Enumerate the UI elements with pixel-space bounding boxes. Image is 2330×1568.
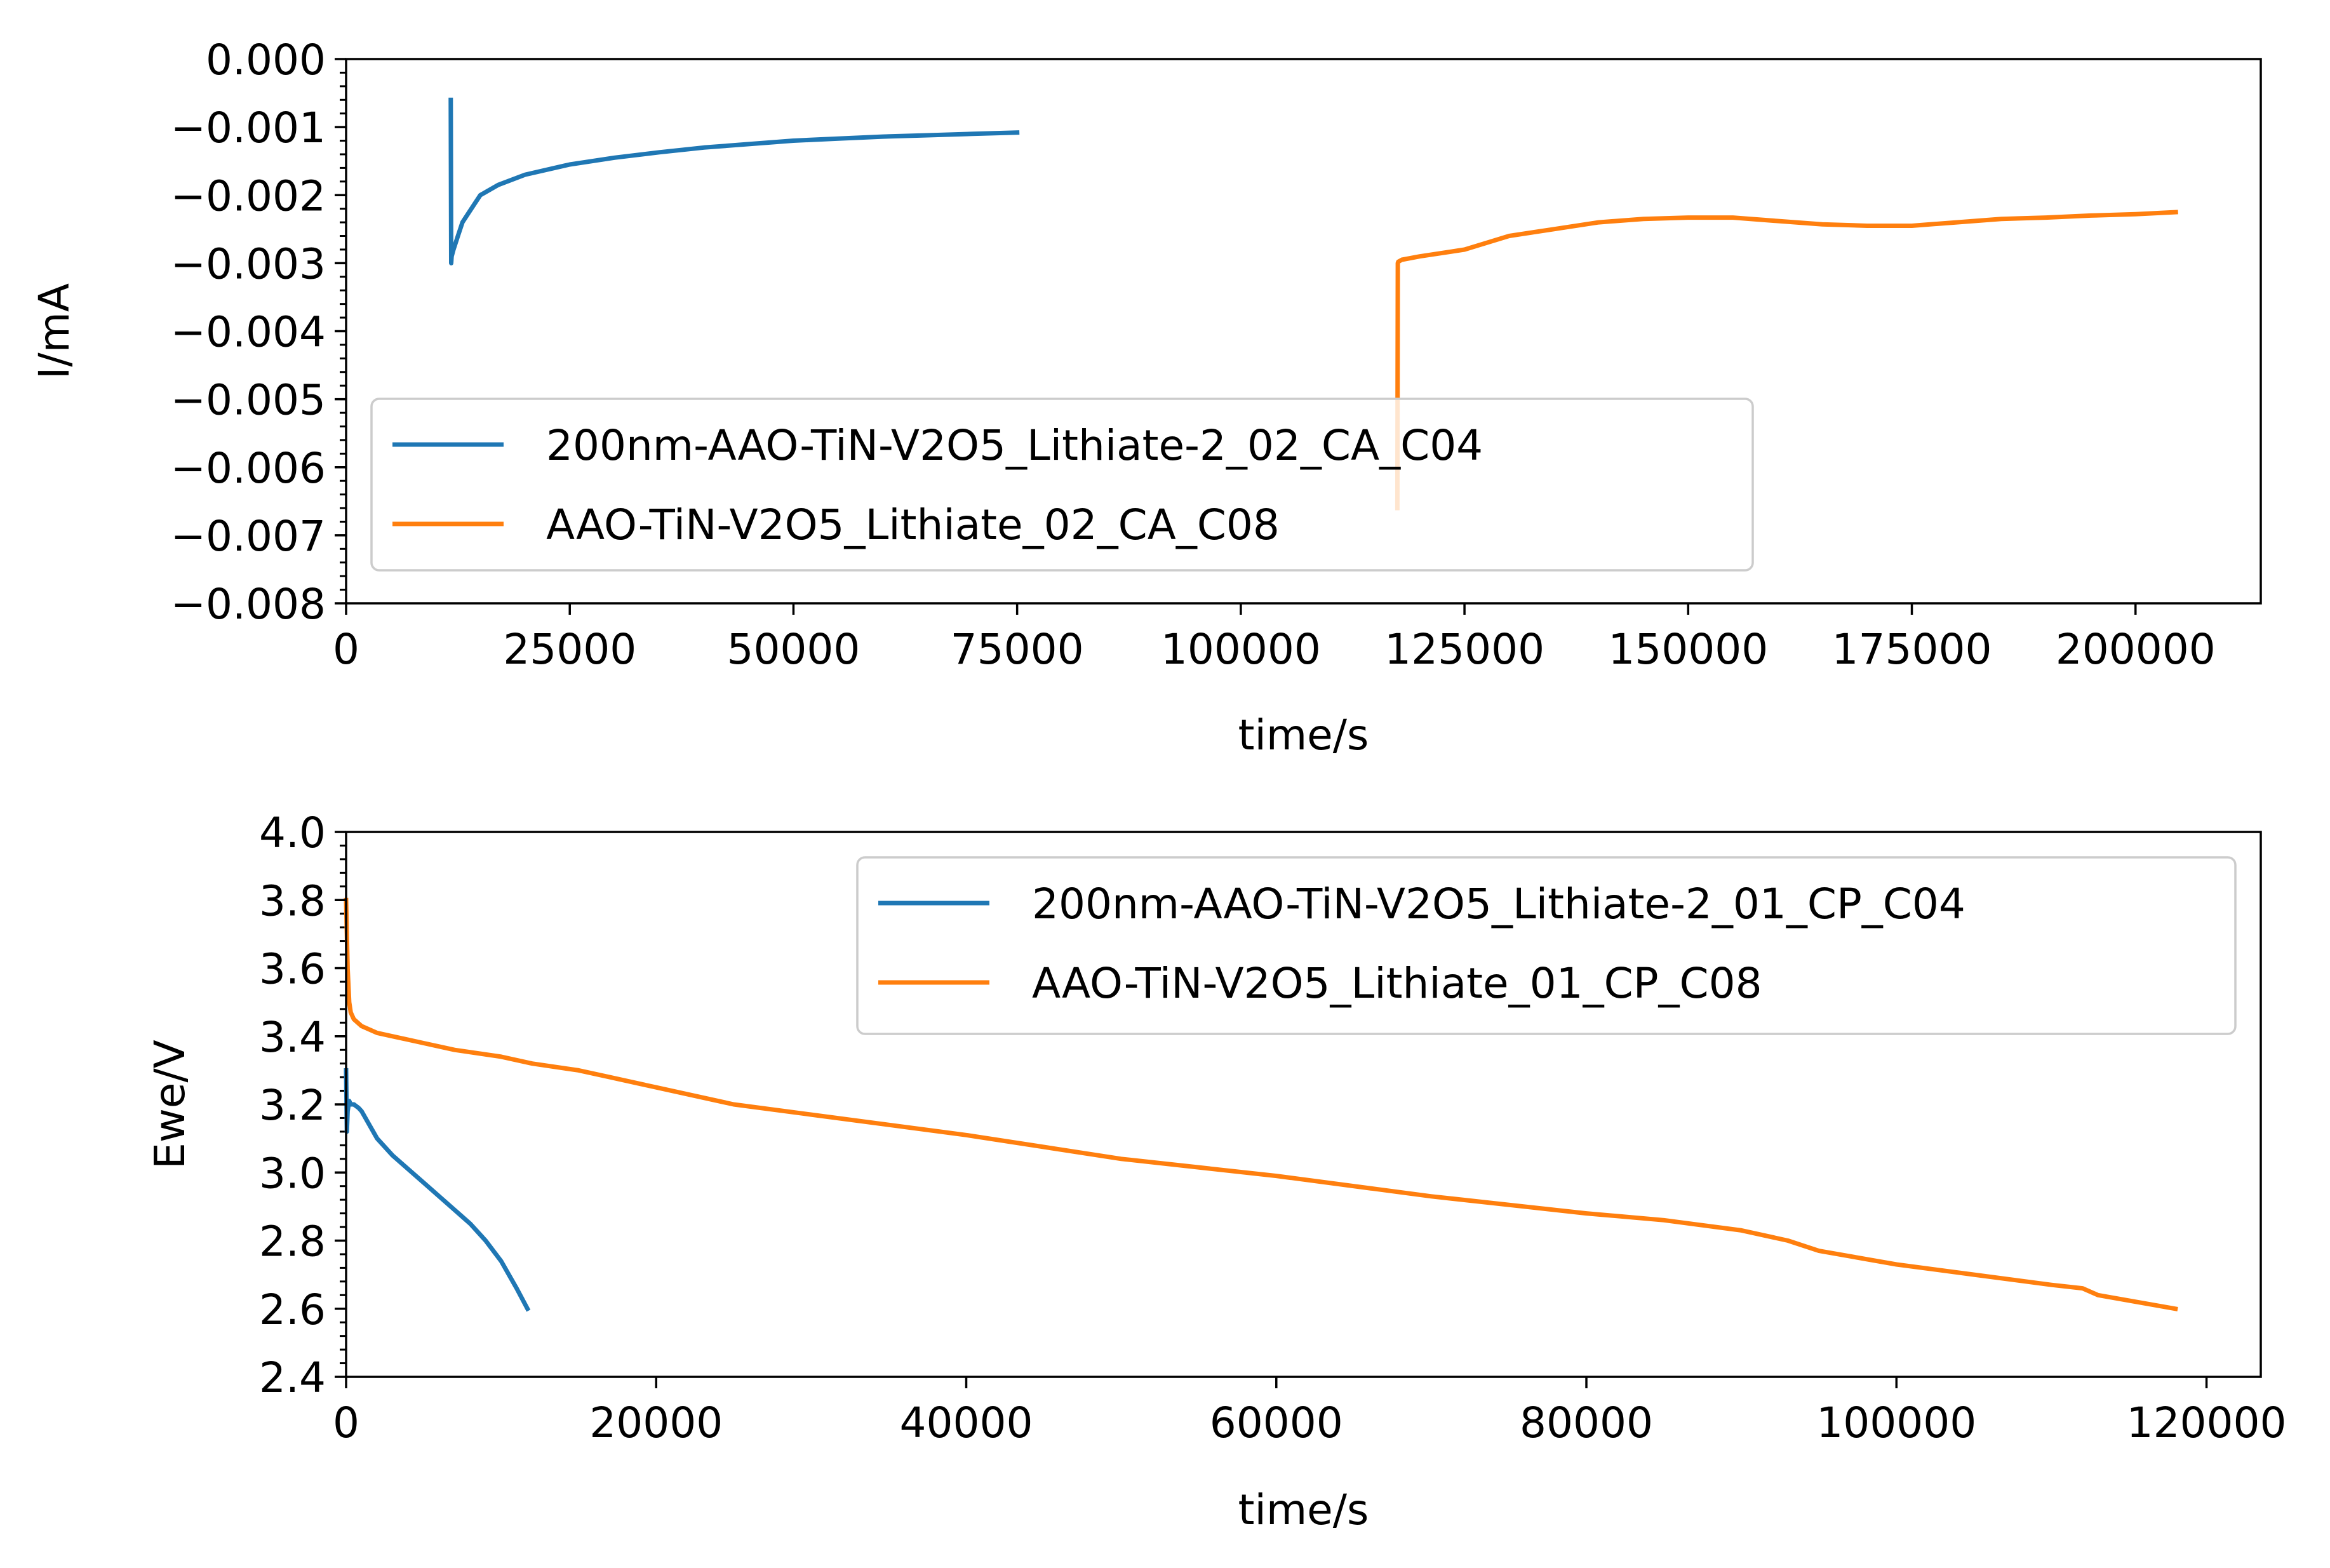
y-tick-label: −0.006 — [171, 444, 326, 493]
x-tick-label: 60000 — [1210, 1398, 1343, 1447]
x-tick-label: 20000 — [589, 1398, 723, 1447]
y-tick-label: 0.000 — [206, 36, 326, 84]
legend: 200nm-AAO-TiN-V2O5_Lithiate-2_02_CA_C04 A… — [370, 398, 1754, 572]
series-line-1 — [448, 97, 1020, 265]
x-tick-label: 75000 — [951, 625, 1084, 674]
x-axis-label: time/s — [1238, 711, 1369, 760]
y-tick-label: −0.001 — [171, 104, 326, 152]
x-axis-label: time/s — [1238, 1485, 1369, 1534]
voltage-chart: 0 20000 40000 60000 80000 100000 120000 2.4 2.6 2… — [145, 808, 2287, 1534]
legend-label: 200nm-AAO-TiN-V2O5_Lithiate-2_02_CA_C04 — [546, 421, 1483, 470]
legend-box — [856, 856, 2237, 1035]
y-tick-label: 2.6 — [259, 1285, 326, 1334]
legend-label: AAO-TiN-V2O5_Lithiate_02_CA_C08 — [546, 500, 1280, 549]
x-tick-label: 200000 — [2056, 625, 2216, 674]
x-tick-label: 120000 — [2127, 1398, 2287, 1447]
y-tick-label: 3.4 — [259, 1013, 326, 1062]
x-tick-label: 100000 — [1161, 625, 1321, 674]
x-tick-label: 25000 — [503, 625, 636, 674]
series-line-2 — [344, 897, 2178, 1311]
legend: 200nm-AAO-TiN-V2O5_Lithiate-2_01_CP_C04 A… — [856, 856, 2237, 1035]
y-tick-label: 3.0 — [259, 1149, 326, 1198]
x-tick-label: 40000 — [900, 1398, 1033, 1447]
legend-box — [370, 398, 1754, 572]
x-tick-label: 125000 — [1384, 625, 1544, 674]
x-tick-label: 50000 — [726, 625, 860, 674]
x-tick-label: 175000 — [1832, 625, 1992, 674]
legend-label: AAO-TiN-V2O5_Lithiate_01_CP_C08 — [1032, 959, 1762, 1008]
y-tick-label: 3.2 — [259, 1081, 326, 1130]
y-tick-label: 2.4 — [259, 1353, 326, 1402]
y-tick-label: −0.008 — [171, 580, 326, 629]
x-tick-label: 150000 — [1608, 625, 1768, 674]
series-line-1 — [344, 1068, 531, 1312]
x-tick-label: 0 — [333, 625, 359, 674]
x-tick-label: 100000 — [1816, 1398, 1976, 1447]
y-tick-label: 2.8 — [259, 1217, 326, 1266]
y-tick-label: −0.004 — [171, 308, 326, 357]
x-tick-label: 0 — [333, 1398, 359, 1447]
series-line-2 — [1395, 210, 2178, 511]
y-tick-label: 3.6 — [259, 945, 326, 994]
y-tick-label: −0.005 — [171, 376, 326, 425]
current-chart: 0 25000 50000 75000 100000 125000 150000 175000… — [30, 36, 2262, 760]
y-tick-label: −0.003 — [171, 239, 326, 288]
y-tick-label: 4.0 — [259, 808, 326, 857]
y-tick-label: −0.007 — [171, 512, 326, 561]
y-tick-label: −0.002 — [171, 171, 326, 220]
y-axis-label: Ewe/V — [145, 1040, 194, 1169]
x-tick-label: 80000 — [1520, 1398, 1653, 1447]
y-axis-label: I/mA — [30, 283, 79, 379]
y-tick-label: 3.8 — [259, 876, 326, 925]
legend-label: 200nm-AAO-TiN-V2O5_Lithiate-2_01_CP_C04 — [1032, 880, 1965, 928]
